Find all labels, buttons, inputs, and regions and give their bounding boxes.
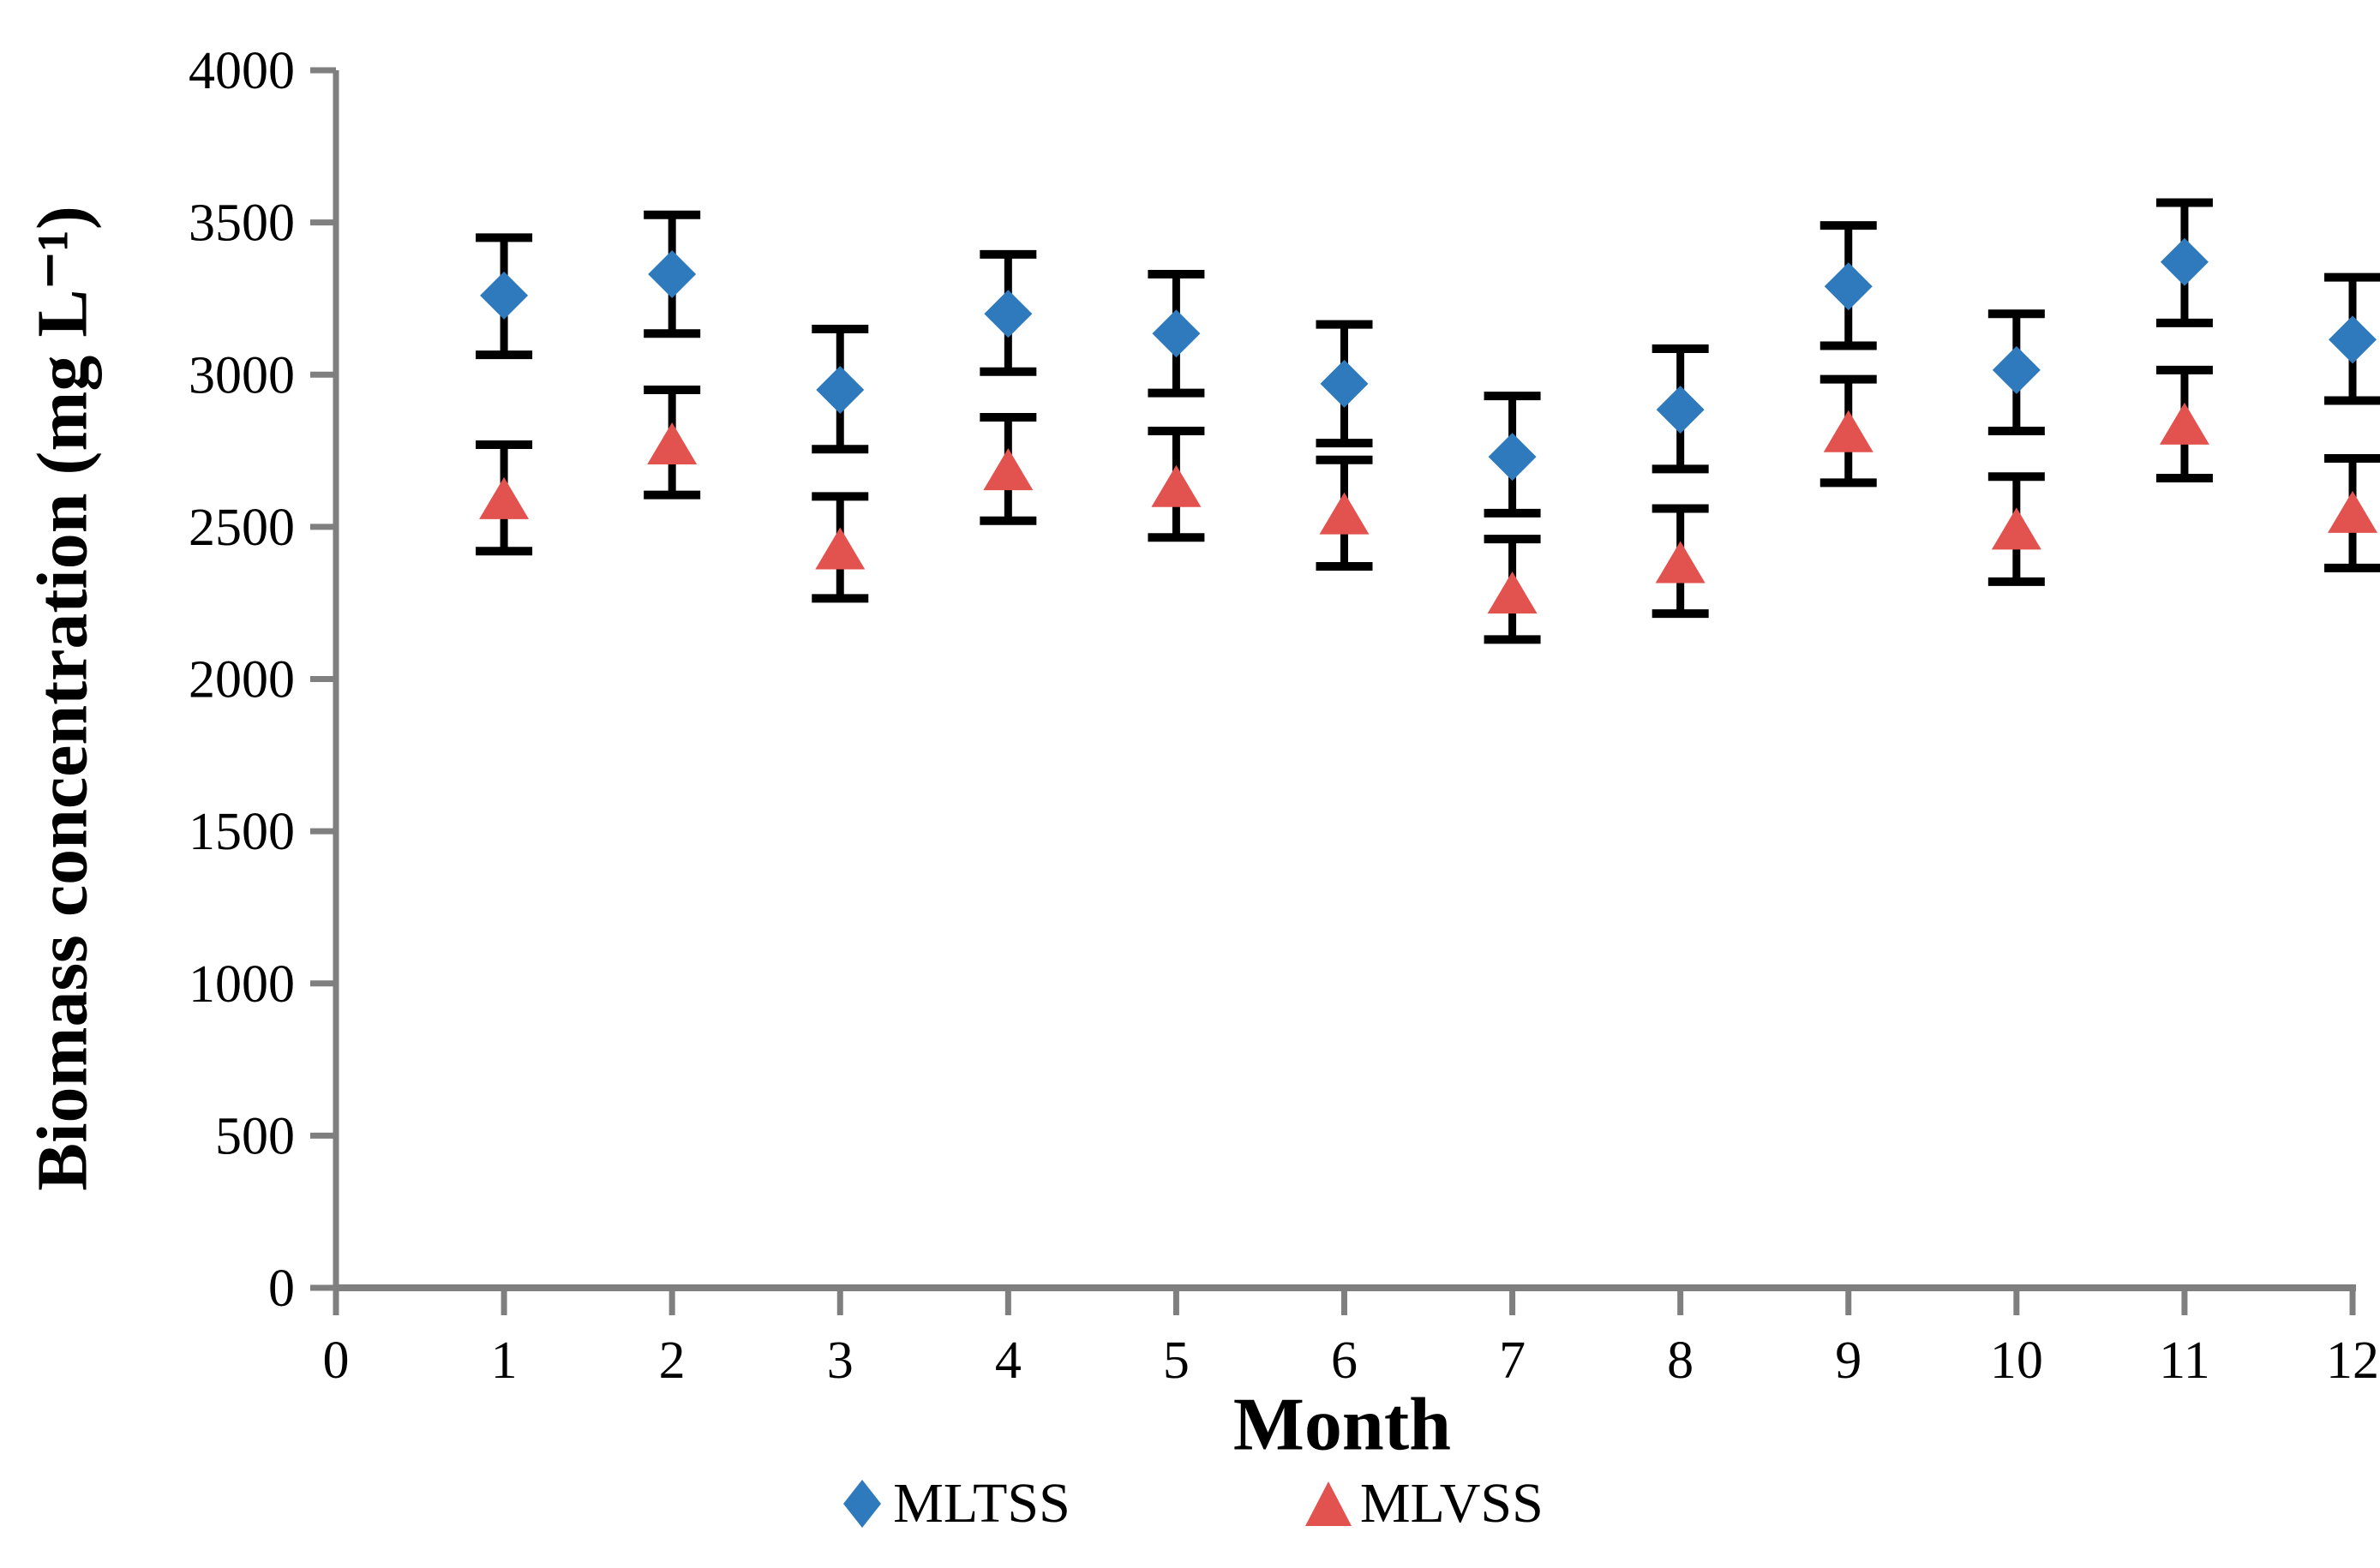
marker-triangle (2328, 490, 2377, 533)
x-tick-label: 2 (659, 1332, 686, 1390)
marker-diamond (1320, 359, 1369, 408)
marker-triangle (815, 527, 866, 570)
legend-label-mltss: MLTSS (893, 1472, 1070, 1535)
y-tick-label: 2500 (189, 499, 295, 557)
legend: MLTSS MLVSS (0, 1457, 2380, 1551)
marker-diamond (984, 290, 1033, 338)
marker-triangle (1655, 541, 1706, 584)
markers-mlvss (479, 402, 2377, 614)
marker-diamond (1152, 309, 1201, 358)
marker-diamond (2160, 237, 2209, 286)
legend-item-mltss: MLTSS (836, 1471, 1070, 1536)
marker-triangle (1823, 410, 1873, 452)
y-tick-label: 4000 (189, 42, 295, 100)
legend-item-mlvss: MLVSS (1302, 1471, 1544, 1536)
marker-diamond (2329, 315, 2377, 364)
marker-diamond (1992, 345, 2041, 394)
marker-diamond (1824, 262, 1873, 311)
marker-diamond (648, 250, 697, 299)
y-tick-label: 0 (268, 1260, 295, 1318)
x-tick-label: 3 (827, 1332, 854, 1390)
x-tick-label: 11 (2159, 1332, 2210, 1390)
x-axis: 0 1 2 3 4 5 6 7 8 9 10 11 12 (323, 1284, 2379, 1390)
marker-triangle (983, 448, 1034, 491)
x-tick-label: 5 (1163, 1332, 1190, 1390)
marker-diamond (816, 366, 865, 415)
legend-label-mlvss: MLVSS (1359, 1472, 1544, 1535)
marker-triangle (1319, 492, 1370, 535)
marker-triangle (2159, 402, 2209, 445)
error-bars-mlvss (476, 365, 2380, 644)
y-tick-label: 1000 (189, 955, 295, 1014)
x-tick-label: 9 (1835, 1332, 1861, 1390)
y-tick-label: 3500 (189, 195, 295, 253)
x-tick-label: 7 (1499, 1332, 1526, 1390)
marker-diamond (1488, 433, 1537, 482)
y-tick-label: 2000 (189, 651, 295, 709)
x-tick-label: 6 (1331, 1332, 1358, 1390)
x-axis-title: Month (1233, 1382, 1451, 1469)
marker-diamond (1656, 386, 1705, 434)
y-axis-title-text: Biomass concentration (mg L⁻¹) (22, 206, 103, 1191)
x-tick-label: 4 (995, 1332, 1022, 1390)
y-tick-label: 500 (215, 1107, 295, 1165)
x-tick-label: 10 (1990, 1332, 2043, 1390)
markers-mltss (480, 237, 2377, 482)
diamond-icon (843, 1480, 882, 1528)
x-tick-label: 8 (1667, 1332, 1694, 1390)
y-axis: 0 500 1000 1500 2000 2500 3000 3500 4000 (189, 42, 339, 1318)
marker-triangle (1151, 464, 1202, 507)
y-tick-label: 1500 (189, 803, 295, 861)
marker-triangle (479, 476, 530, 519)
marker-triangle (1991, 507, 2041, 550)
x-axis-title-text: Month (1232, 1383, 1452, 1467)
triangle-icon (1304, 1481, 1352, 1526)
marker-diamond (480, 271, 529, 320)
x-tick-label: 12 (2326, 1332, 2379, 1390)
marker-triangle (1487, 572, 1538, 614)
y-axis-title: Biomass concentration (mg L⁻¹) (20, 206, 105, 1191)
x-tick-label: 1 (491, 1332, 518, 1390)
error-bars-mltss (476, 198, 2380, 518)
y-tick-label: 3000 (189, 346, 295, 404)
x-tick-label: 0 (323, 1332, 350, 1390)
marker-triangle (647, 422, 698, 464)
